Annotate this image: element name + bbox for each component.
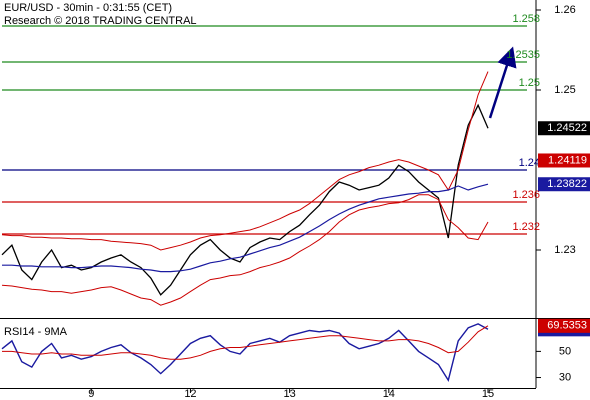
series-line	[1, 194, 489, 306]
chart-subtitle: Research © 2018 TRADING CENTRAL	[4, 15, 197, 27]
series-line	[1, 103, 489, 296]
price-tag	[538, 153, 590, 168]
y-tick-label: 1.23	[554, 244, 575, 256]
price-tag	[538, 121, 590, 136]
level-label: 1.232	[512, 221, 540, 233]
level-label: 1.2535	[506, 49, 540, 61]
x-tick-label: 13	[284, 388, 296, 400]
price-tag-label: 1.23822	[547, 178, 587, 190]
x-tick-label: 12	[184, 388, 196, 400]
series-line	[2, 183, 489, 273]
y-tick-label: 1.25	[554, 84, 575, 96]
price-tag	[538, 318, 590, 333]
x-tick-label: 9	[88, 388, 94, 400]
chart-title: EUR/USD - 30min - 0:31:55 (CET)	[4, 2, 172, 14]
level-label: 1.236	[512, 189, 540, 201]
forecast-arrow	[488, 46, 517, 119]
series-line	[2, 325, 489, 360]
price-tag-label: 69.5353	[547, 320, 587, 332]
panel-title: RSI14 - 9MA	[4, 326, 68, 338]
level-label: 1.24	[519, 157, 540, 169]
price-tag-label: 1.24522	[547, 122, 587, 134]
y-tick-label: 30	[559, 371, 571, 383]
level-label: 1.25	[519, 77, 540, 89]
x-tick-label: 14	[383, 388, 395, 400]
series-line	[1, 71, 489, 251]
price-tag-label: 1.24119	[548, 154, 587, 166]
y-tick-label: 1.26	[554, 4, 575, 16]
price-tag	[538, 177, 590, 192]
level-label: 1.258	[512, 13, 540, 25]
x-tick-label: 15	[482, 388, 494, 400]
y-tick-label: 50	[559, 345, 571, 357]
